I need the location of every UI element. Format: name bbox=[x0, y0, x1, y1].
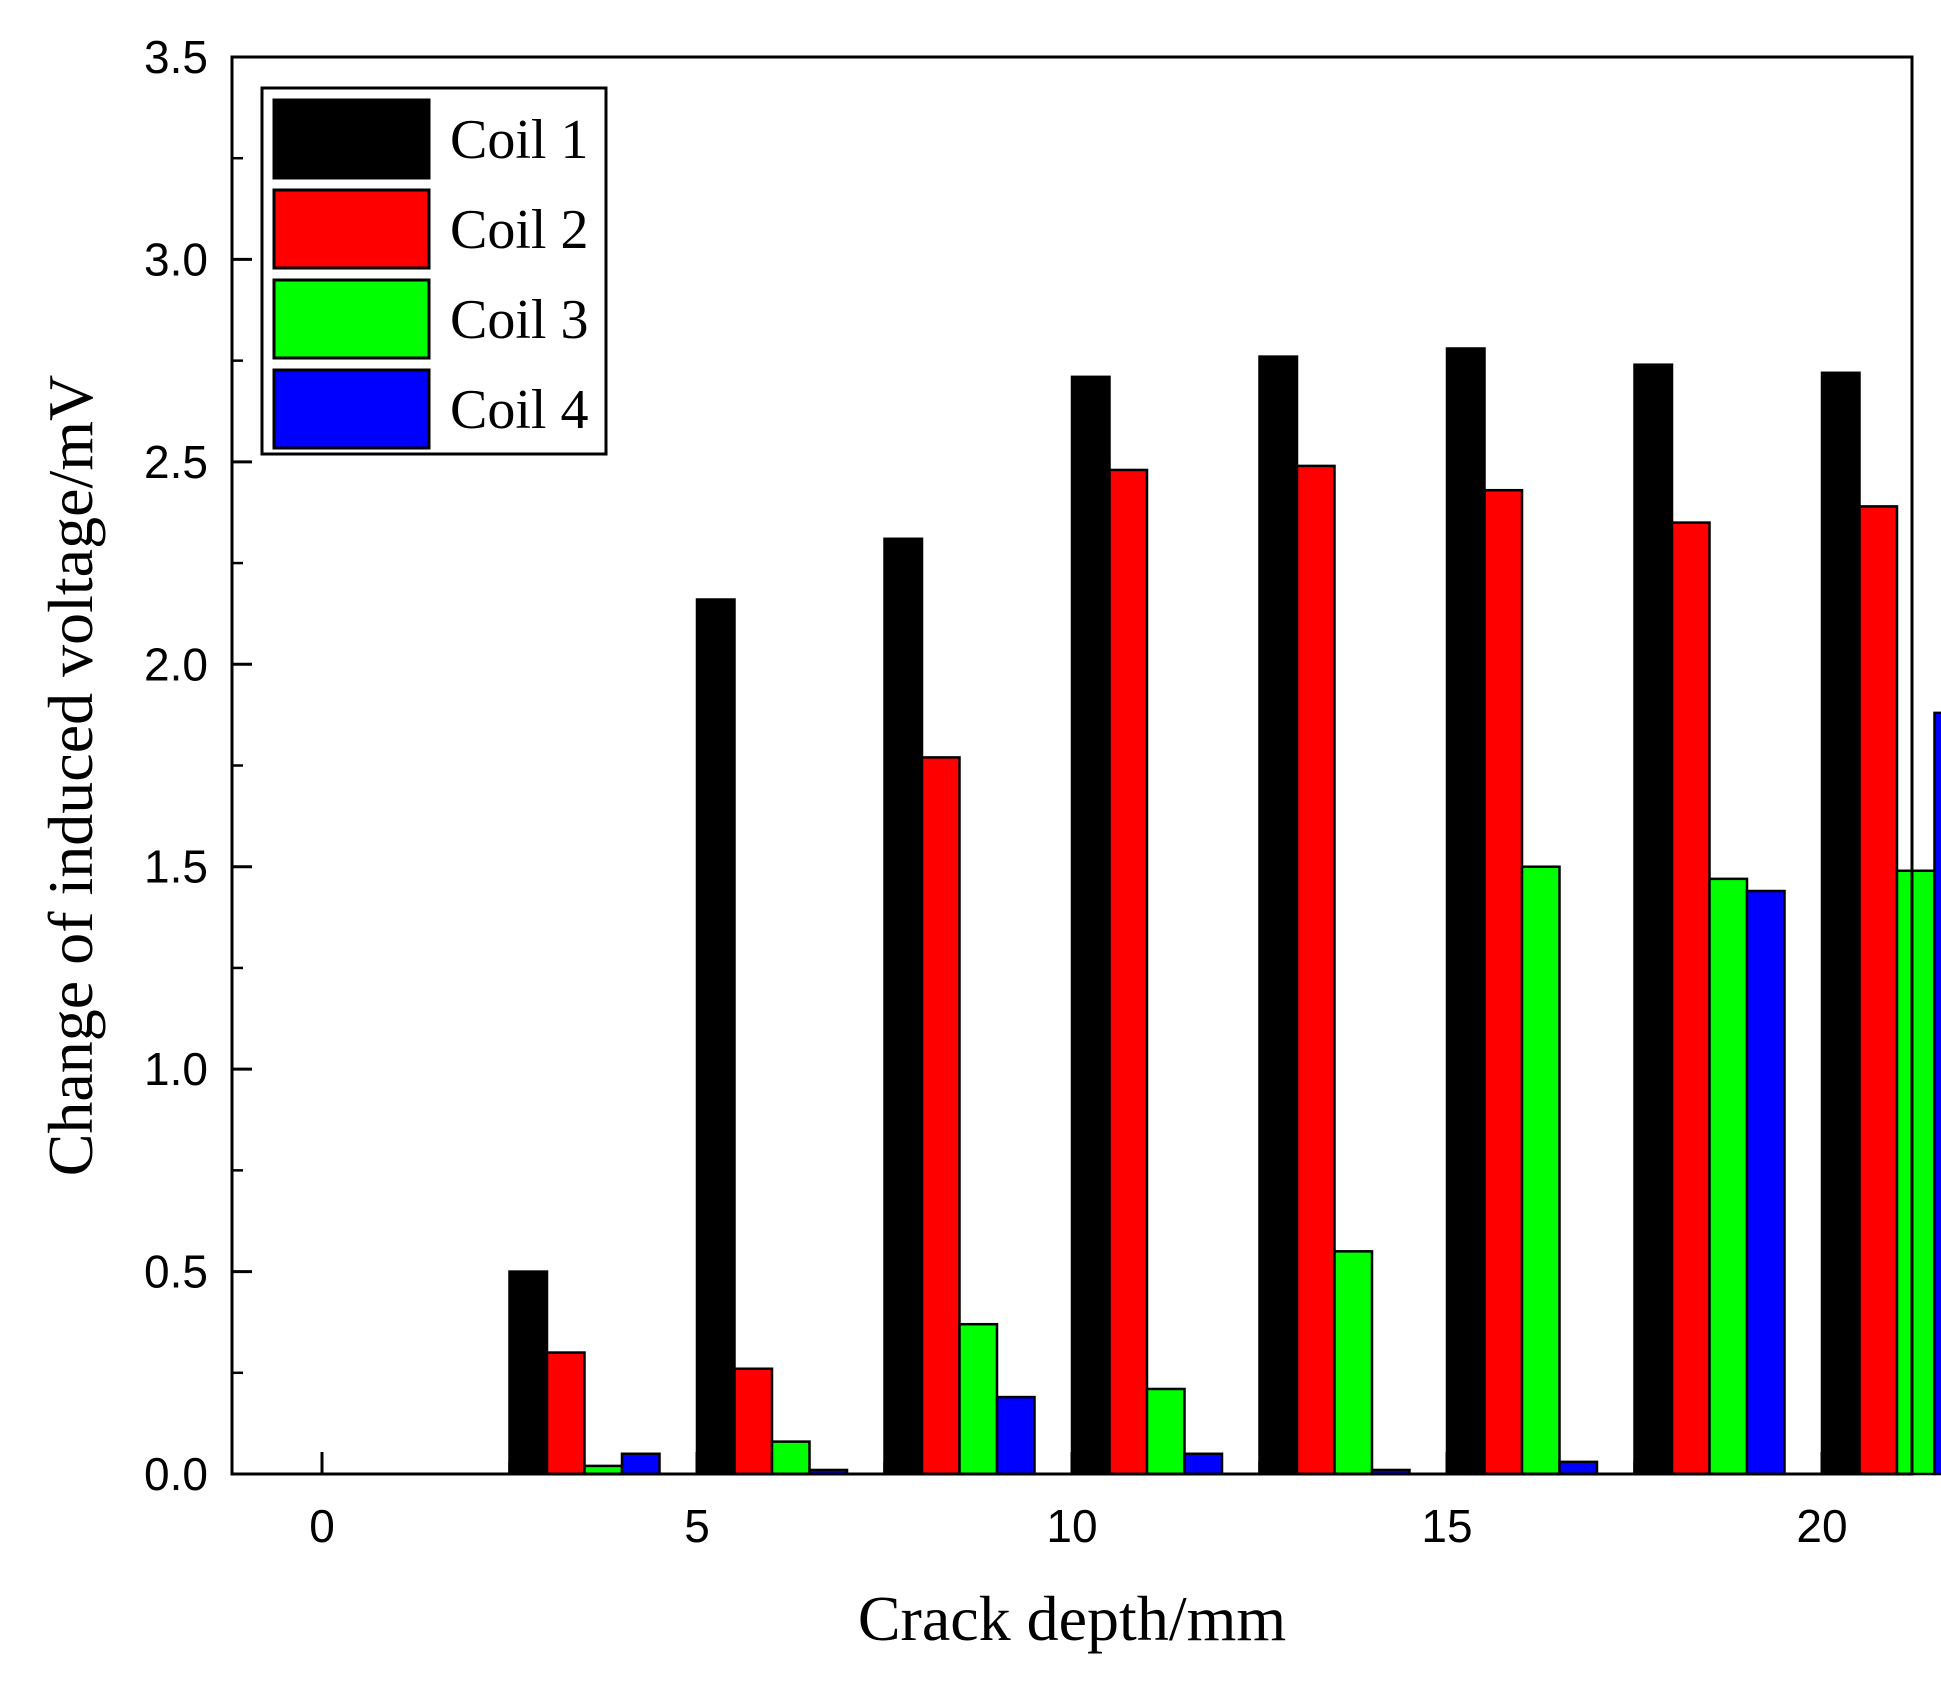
bar-coil-2-x4 bbox=[1110, 470, 1148, 1474]
legend-label: Coil 1 bbox=[450, 109, 588, 171]
bar-coil-4-x1 bbox=[622, 1454, 660, 1474]
bar-coil-3-x6 bbox=[1522, 867, 1560, 1474]
bar-coil-4-x3 bbox=[997, 1397, 1035, 1474]
bar-coil-2-x6 bbox=[1485, 490, 1523, 1474]
y-tick-label: 3.0 bbox=[144, 233, 208, 285]
bar-coil-1-x6 bbox=[1447, 348, 1485, 1474]
y-tick-label: 1.0 bbox=[144, 1043, 208, 1095]
bar-coil-3-x5 bbox=[1335, 1251, 1373, 1474]
bar-coil-2-x1 bbox=[547, 1353, 585, 1474]
bar-coil-1-x7 bbox=[1635, 365, 1673, 1474]
bar-coil-3-x2 bbox=[772, 1442, 810, 1474]
bar-coil-1-x3 bbox=[885, 539, 923, 1474]
x-tick-label: 15 bbox=[1421, 1500, 1472, 1552]
bar-coil-1-x1 bbox=[510, 1272, 548, 1474]
bar-coil-2-x3 bbox=[922, 757, 960, 1474]
bar-coil-2-x8 bbox=[1860, 506, 1898, 1474]
legend-swatch-coil-3 bbox=[274, 280, 429, 358]
y-axis-label: Change of induced voltage/mV bbox=[35, 375, 106, 1177]
bar-coil-4-x8 bbox=[1935, 713, 1941, 1474]
x-tick-label: 20 bbox=[1796, 1500, 1847, 1552]
y-tick-label: 0.0 bbox=[144, 1448, 208, 1500]
y-tick-label: 0.5 bbox=[144, 1246, 208, 1298]
x-tick-label: 10 bbox=[1046, 1500, 1097, 1552]
x-axis-label: Crack depth/mm bbox=[858, 1583, 1286, 1654]
y-tick-label: 1.5 bbox=[144, 841, 208, 893]
legend-swatch-coil-1 bbox=[274, 100, 429, 178]
legend-swatch-coil-2 bbox=[274, 190, 429, 268]
bar-coil-2-x5 bbox=[1297, 466, 1335, 1474]
bar-coil-1-x4 bbox=[1072, 377, 1110, 1474]
bar-coil-4-x7 bbox=[1747, 891, 1785, 1474]
bar-coil-1-x2 bbox=[697, 600, 735, 1474]
bar-coil-2-x7 bbox=[1672, 523, 1710, 1474]
bar-coil-3-x8 bbox=[1897, 871, 1935, 1474]
y-tick-label: 2.5 bbox=[144, 436, 208, 488]
bar-coil-2-x2 bbox=[735, 1369, 773, 1474]
x-tick-label: 0 bbox=[309, 1500, 335, 1552]
bar-coil-1-x5 bbox=[1260, 357, 1298, 1474]
bar-coil-4-x4 bbox=[1185, 1454, 1223, 1474]
bar-coil-3-x3 bbox=[960, 1324, 998, 1474]
x-tick-label: 5 bbox=[684, 1500, 710, 1552]
y-tick-label: 2.0 bbox=[144, 638, 208, 690]
bar-coil-4-x6 bbox=[1560, 1462, 1598, 1474]
bar-coil-3-x4 bbox=[1147, 1389, 1185, 1474]
legend-label: Coil 3 bbox=[450, 289, 588, 351]
legend-swatch-coil-4 bbox=[274, 370, 429, 448]
bar-coil-1-x8 bbox=[1822, 373, 1860, 1474]
legend-label: Coil 4 bbox=[450, 379, 588, 441]
y-tick-label: 3.5 bbox=[144, 31, 208, 83]
legend-label: Coil 2 bbox=[450, 199, 588, 261]
legend: Coil 1 Coil 2 Coil 3 Coil 4 bbox=[262, 88, 606, 454]
bar-coil-3-x7 bbox=[1710, 879, 1748, 1474]
